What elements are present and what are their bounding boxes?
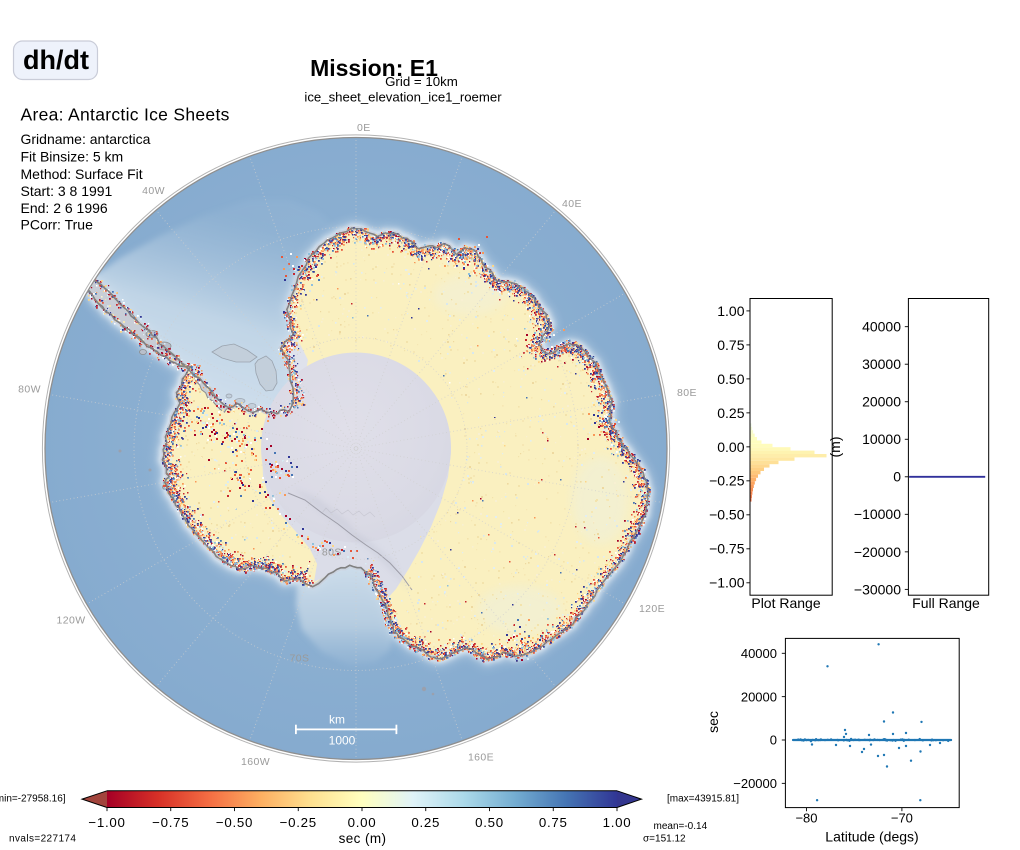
svg-text:Plot Range: Plot Range [751,595,820,611]
svg-text:Method: Surface Fit: Method: Surface Fit [21,166,143,182]
svg-text:0.00: 0.00 [717,439,744,455]
svg-text:−10000: −10000 [854,506,901,522]
svg-text:10000: 10000 [862,431,901,447]
svg-text:80S: 80S [322,547,342,559]
svg-text:(m): (m) [827,437,843,458]
svg-text:0.75: 0.75 [539,815,568,830]
svg-text:0.00: 0.00 [348,815,377,830]
svg-text:−1.00: −1.00 [709,575,745,591]
svg-text:160E: 160E [468,752,494,764]
svg-text:km: km [329,713,345,727]
svg-text:End: 2 6 1996: End: 2 6 1996 [21,200,108,216]
svg-text:mean=-0.14: mean=-0.14 [654,821,708,832]
svg-text:40E: 40E [562,198,582,210]
svg-text:Latitude (degs): Latitude (degs) [825,828,918,844]
svg-text:30000: 30000 [862,356,901,372]
svg-text:sec (m): sec (m) [339,831,387,846]
svg-text:120W: 120W [56,615,85,627]
svg-text:0.25: 0.25 [717,405,744,421]
svg-text:0.50: 0.50 [475,815,504,830]
svg-text:0E: 0E [357,122,371,134]
svg-text:−0.25: −0.25 [709,473,745,489]
svg-text:sec: sec [705,711,721,733]
svg-text:0.25: 0.25 [411,815,440,830]
svg-text:−0.75: −0.75 [152,815,189,830]
svg-text:120E: 120E [639,603,665,615]
svg-text:20000: 20000 [862,394,901,410]
svg-text:−0.50: −0.50 [216,815,253,830]
svg-text:70S: 70S [290,653,310,665]
svg-text:1.00: 1.00 [603,815,632,830]
svg-text:PCorr: True: PCorr: True [21,217,94,233]
svg-text:σ=151.12: σ=151.12 [643,833,686,844]
svg-text:−0.75: −0.75 [709,541,745,557]
svg-text:dh/dt: dh/dt [23,45,89,75]
svg-text:Fit Binsize: 5 km: Fit Binsize: 5 km [21,149,124,165]
svg-text:Grid = 10km: Grid = 10km [385,74,458,89]
svg-text:0.75: 0.75 [717,337,744,353]
svg-text:20000: 20000 [741,689,777,704]
svg-text:−20000: −20000 [854,544,901,560]
svg-text:−1.00: −1.00 [88,815,125,830]
svg-text:−0.50: −0.50 [709,507,745,523]
svg-text:40000: 40000 [741,646,777,661]
svg-text:Start: 3 8 1991: Start: 3 8 1991 [21,183,113,199]
svg-text:0.50: 0.50 [717,371,744,387]
svg-text:Mission: E1: Mission: E1 [310,55,438,81]
svg-text:40000: 40000 [862,319,901,335]
svg-text:40W: 40W [142,185,165,197]
svg-text:80E: 80E [677,387,697,399]
svg-text:80W: 80W [18,384,41,396]
svg-text:[min=-27958.16]: [min=-27958.16] [0,793,66,804]
svg-text:[max=43915.81]: [max=43915.81] [667,793,739,804]
svg-text:Area: Antarctic Ice Sheets: Area: Antarctic Ice Sheets [21,104,230,124]
svg-text:Full Range: Full Range [912,595,980,611]
svg-text:Gridname: antarctica: Gridname: antarctica [21,131,151,147]
svg-text:160W: 160W [241,756,270,768]
svg-text:nvals=227174: nvals=227174 [9,833,76,844]
svg-text:−0.25: −0.25 [280,815,317,830]
svg-text:1000: 1000 [329,734,356,748]
svg-text:−30000: −30000 [854,581,901,597]
svg-text:−70: −70 [891,810,913,825]
svg-text:−80: −80 [795,810,817,825]
svg-text:0: 0 [770,733,777,748]
svg-text:0: 0 [893,469,901,485]
svg-text:ice_sheet_elevation_ice1_roeme: ice_sheet_elevation_ice1_roemer [304,90,502,105]
svg-text:−20000: −20000 [733,776,777,791]
svg-text:1.00: 1.00 [717,303,744,319]
